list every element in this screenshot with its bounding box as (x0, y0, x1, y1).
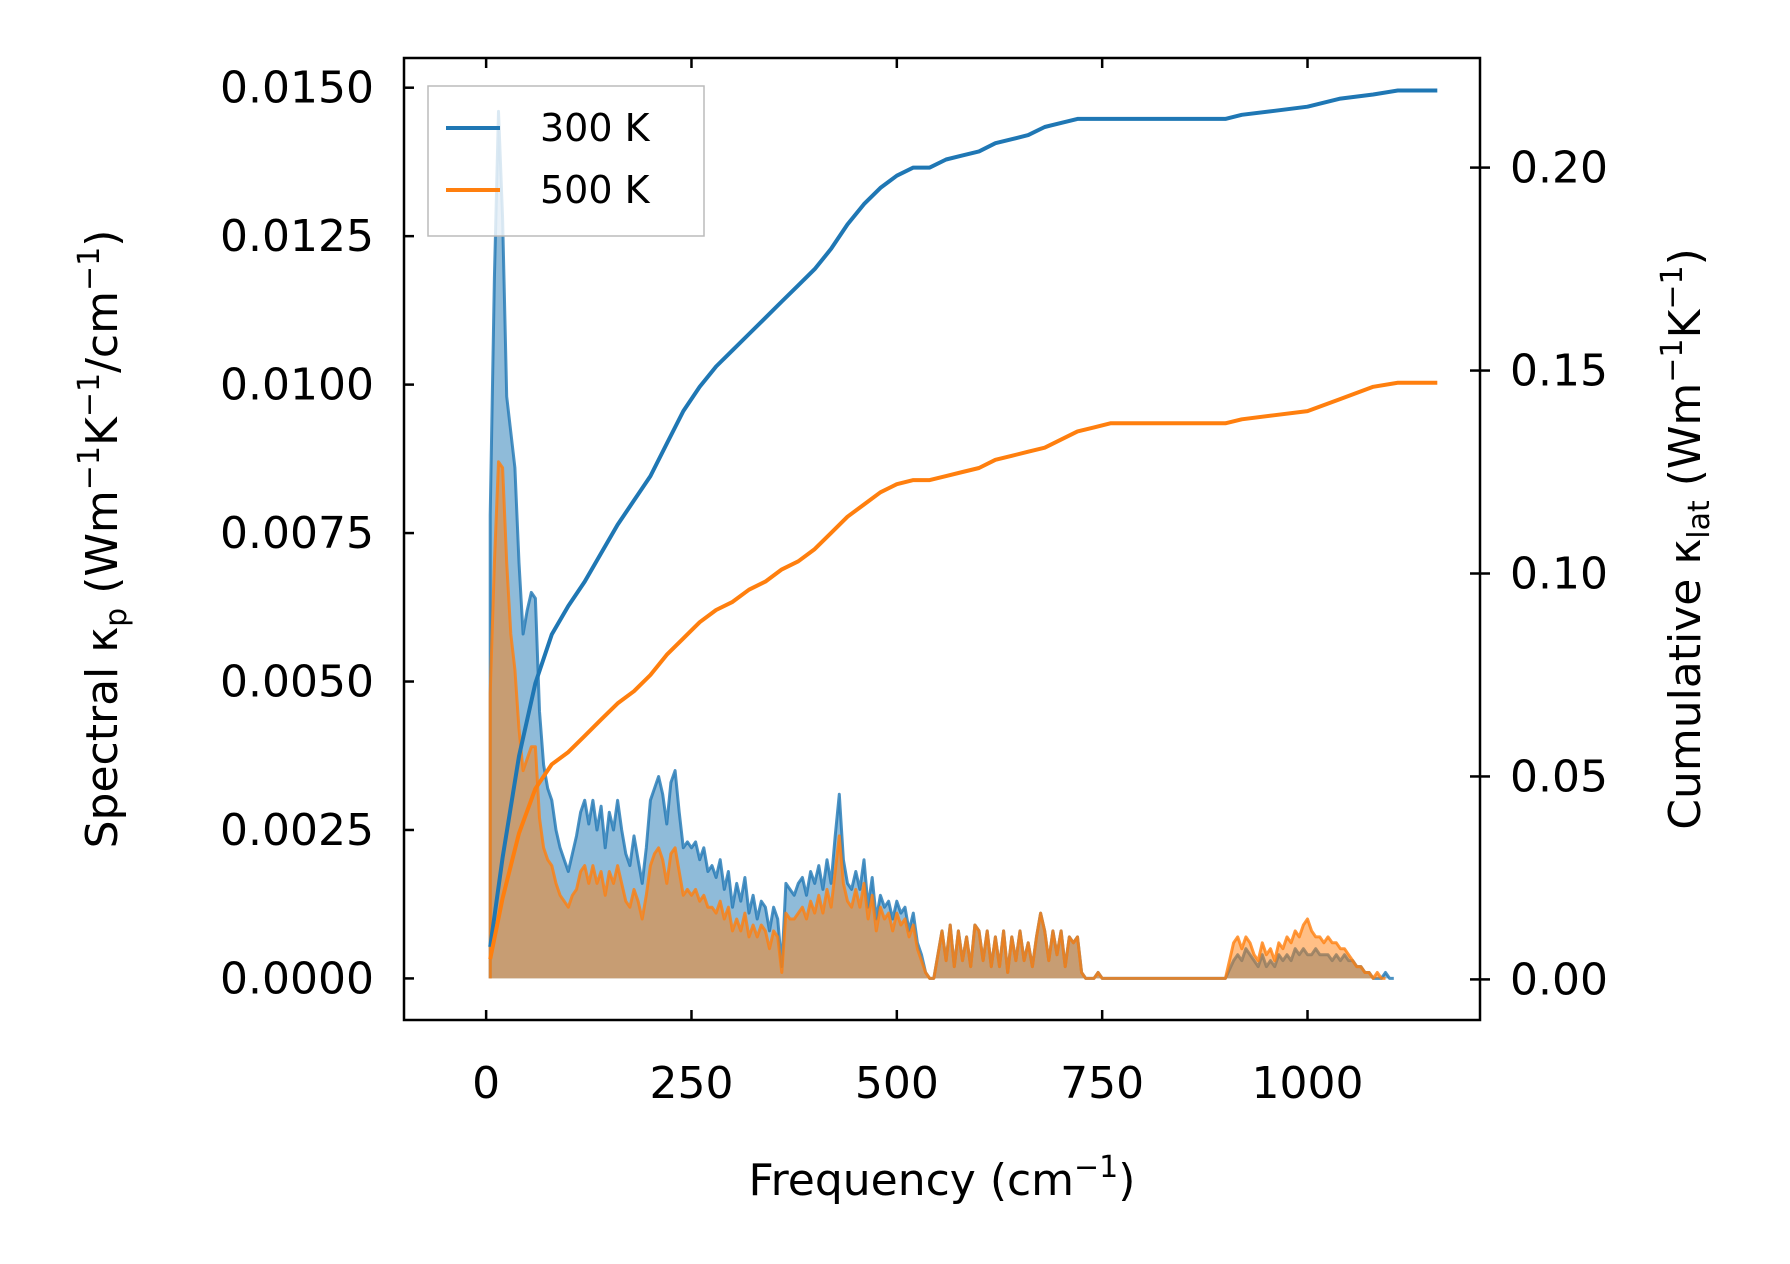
legend-label-500k: 500 K (540, 168, 651, 212)
legend-label-300k: 300 K (540, 106, 651, 150)
y-left-title-end: ) (77, 230, 128, 247)
y-left-title-sub: p (99, 608, 134, 627)
y-right-tick-label: 0.20 (1510, 143, 1608, 194)
y-left-title-text: Spectral κ (77, 627, 128, 849)
y-right-title-mid: K (1660, 308, 1711, 338)
y-left-title-sup1: −1 (72, 446, 107, 490)
x-axis-title-text: Frequency (cm (749, 1155, 1075, 1206)
y-left-title-mid2: /cm (77, 291, 128, 373)
y-left-title-sup2: −1 (72, 373, 107, 417)
y-right-title-unit: (Wm (1660, 383, 1711, 501)
y-right-tick-label: 0.05 (1510, 751, 1608, 802)
x-axis-title: Frequency (cm−1) (749, 1150, 1136, 1206)
legend-box (427, 85, 705, 237)
y-right-title-end: ) (1660, 248, 1711, 265)
y-right-title-text: Cumulative κ (1660, 539, 1711, 830)
spectral-area-500k (488, 460, 1386, 980)
y-left-title-sup3: −1 (72, 247, 107, 291)
spectral-area-layer (488, 109, 1394, 980)
y-left-tick-label: 0.0050 (220, 657, 374, 708)
y-left-title-unit: (Wm (77, 490, 128, 608)
cumulative-line-500k (488, 380, 1438, 960)
x-tick-label: 250 (649, 1058, 733, 1109)
legend: 300 K 500 K (427, 85, 705, 237)
y-right-axis-title: Cumulative κlat (Wm−1K−1) (1655, 248, 1717, 830)
x-tick-label: 1000 (1252, 1058, 1364, 1109)
plot-frame (402, 56, 1482, 1022)
y-right-tick-label: 0.15 (1510, 346, 1608, 397)
x-axis-title-end: ) (1118, 1155, 1135, 1206)
cumulative-line-300k (488, 88, 1438, 948)
y-right-title-sup2: −1 (1655, 265, 1690, 309)
y-left-tick-label: 0.0025 (220, 805, 374, 856)
x-tick-label: 500 (855, 1058, 939, 1109)
y-left-tick-label: 0.0000 (220, 953, 374, 1004)
y-left-tick-label: 0.0125 (220, 211, 374, 262)
x-axis-title-sup: −1 (1074, 1150, 1118, 1185)
y-left-axis-title: Spectral κp (Wm−1K−1/cm−1) (72, 230, 134, 849)
y-left-tick-label: 0.0075 (220, 508, 374, 559)
y-right-title-sup1: −1 (1655, 338, 1690, 382)
y-left-tick-label: 0.0100 (220, 360, 374, 411)
y-right-title-sub: lat (1682, 500, 1717, 539)
y-right-tick-label: 0.00 (1510, 954, 1608, 1005)
y-right-tick-label: 0.10 (1510, 549, 1608, 600)
cumulative-line-layer (488, 88, 1438, 960)
x-tick-label: 0 (472, 1058, 500, 1109)
x-tick-label: 750 (1060, 1058, 1144, 1109)
y-left-title-mid: K (77, 416, 128, 446)
y-left-tick-label: 0.0150 (220, 63, 374, 114)
tick-layer: 0 250 500 750 1000 0.0000 0.0025 0.0050 0.0075 0.… (220, 58, 1608, 1109)
